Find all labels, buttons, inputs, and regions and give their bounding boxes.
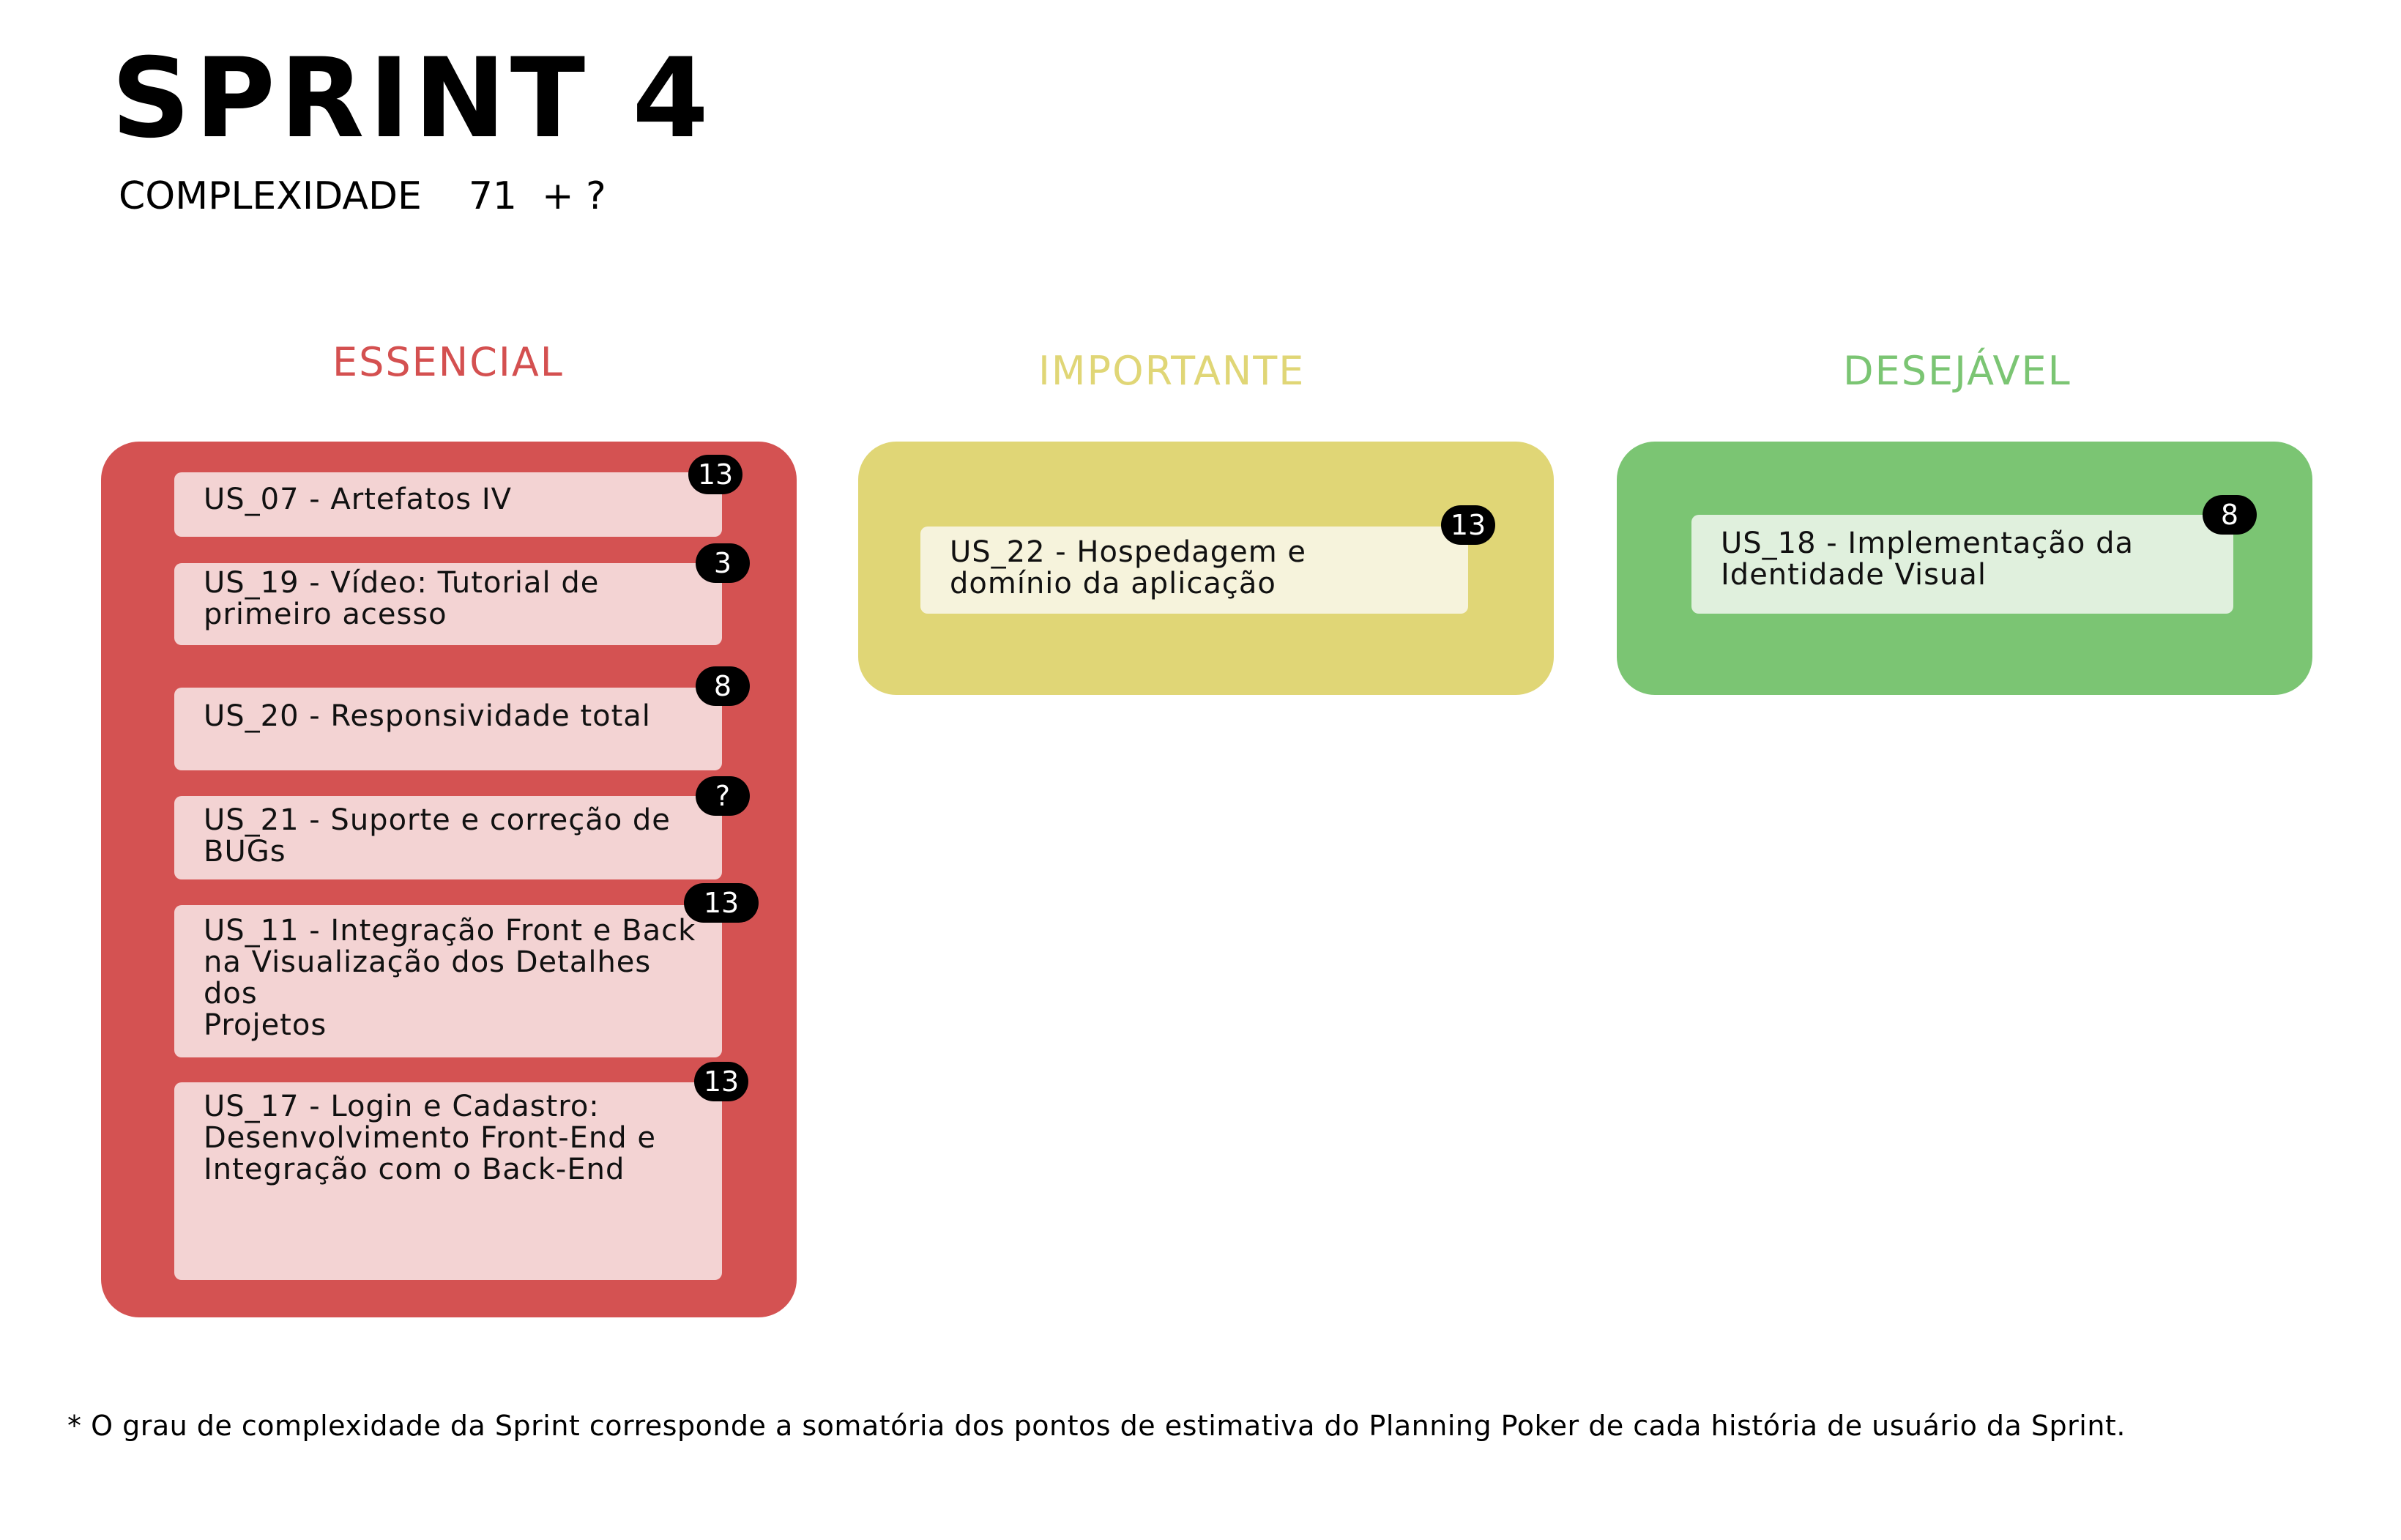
story-card-us18[interactable]: US_18 - Implementação da Identidade Visu… (1691, 515, 2233, 614)
story-card-title: US_20 - Responsividade total (204, 699, 651, 733)
story-points-badge: 8 (2203, 495, 2257, 535)
story-card-us07[interactable]: US_07 - Artefatos IV (174, 472, 722, 537)
story-card-title: US_21 - Suporte e correção de BUGs (204, 803, 671, 868)
story-points-badge: 13 (694, 1062, 748, 1101)
complexity-extra: + ? (542, 174, 606, 218)
story-points-badge: 13 (1441, 505, 1495, 545)
story-card-title: US_18 - Implementação da Identidade Visu… (1721, 527, 2134, 592)
story-card-title: US_07 - Artefatos IV (204, 483, 512, 516)
story-card-title: US_11 - Integração Front e Back na Visua… (204, 914, 696, 1042)
story-card-us19[interactable]: US_19 - Vídeo: Tutorial de primeiro aces… (174, 563, 722, 645)
story-card-title: US_19 - Vídeo: Tutorial de primeiro aces… (204, 566, 600, 631)
story-card-us17[interactable]: US_17 - Login e Cadastro: Desenvolviment… (174, 1082, 722, 1280)
story-card-us22[interactable]: US_22 - Hospedagem e domínio da aplicaçã… (920, 527, 1468, 614)
story-card-us21[interactable]: US_21 - Suporte e correção de BUGs (174, 796, 722, 879)
complexity-summary: COMPLEXIDADE 71 + ? (119, 177, 606, 215)
story-points-badge: 3 (696, 543, 750, 583)
story-card-title: US_22 - Hospedagem e domínio da aplicaçã… (950, 535, 1307, 600)
story-card-us11[interactable]: US_11 - Integração Front e Back na Visua… (174, 905, 722, 1057)
story-points-badge: 8 (696, 666, 750, 706)
column-title-importante: IMPORTANTE (1038, 348, 1306, 394)
story-card-title: US_17 - Login e Cadastro: Desenvolviment… (204, 1090, 656, 1186)
story-card-us20[interactable]: US_20 - Responsividade total (174, 688, 722, 770)
complexity-value: 71 (468, 174, 518, 218)
footnote: * O grau de complexidade da Sprint corre… (67, 1410, 2126, 1442)
story-points-badge: ? (696, 776, 750, 816)
complexity-label: COMPLEXIDADE (119, 174, 422, 218)
story-points-badge: 13 (684, 883, 759, 923)
sprint-title: SPRINT 4 (111, 35, 713, 163)
column-title-desejavel: DESEJÁVEL (1843, 348, 2071, 394)
story-points-badge: 13 (688, 455, 742, 494)
column-title-essencial: ESSENCIAL (332, 339, 564, 385)
